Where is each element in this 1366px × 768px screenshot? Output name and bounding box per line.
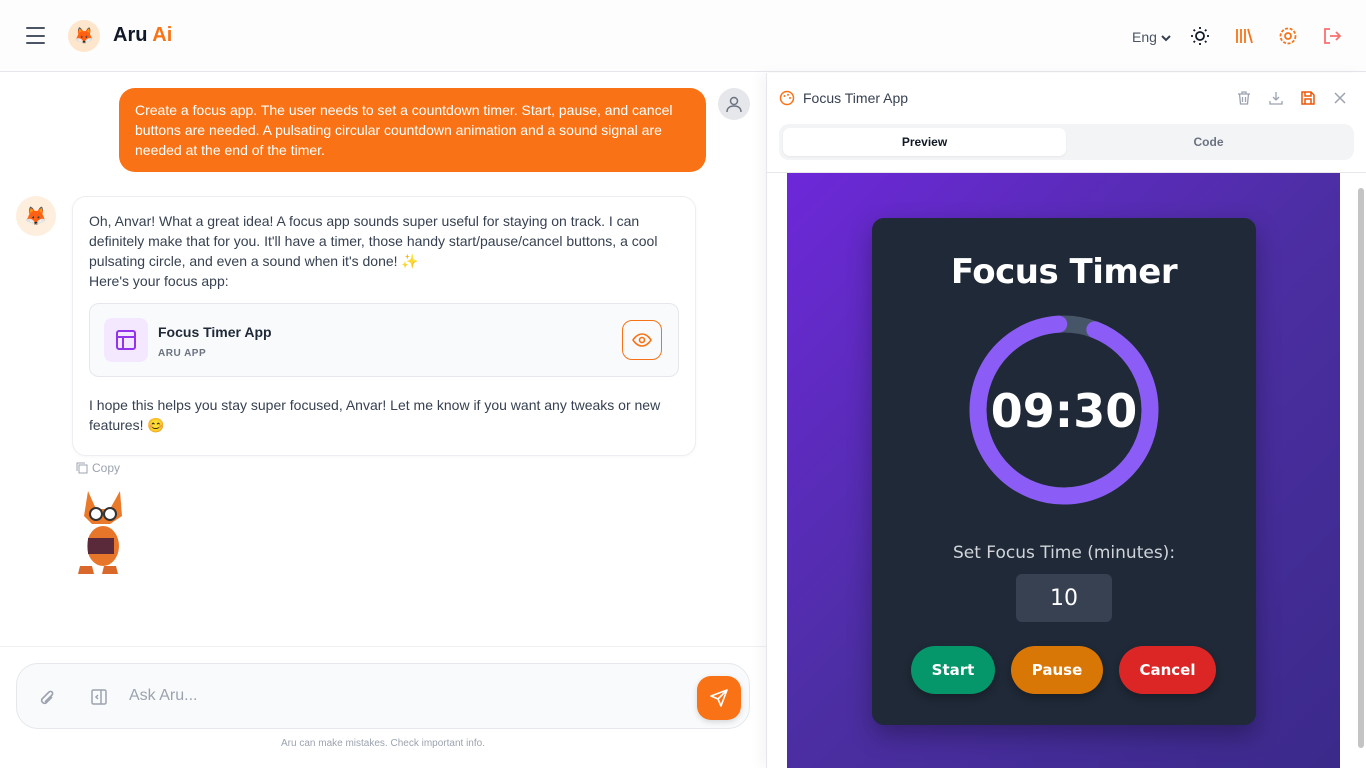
bot-message: Oh, Anvar! What a great idea! A focus ap… <box>72 196 696 456</box>
brand-name: Aru Ai <box>113 24 173 46</box>
sidebar-toggle-icon[interactable] <box>90 688 108 706</box>
bot-intro: Oh, Anvar! What a great idea! A focus ap… <box>89 213 658 269</box>
chat-input[interactable] <box>16 663 750 729</box>
ring-progress <box>969 315 1159 505</box>
user-message: Create a focus app. The user needs to se… <box>119 88 706 172</box>
paperclip-icon[interactable] <box>38 688 56 708</box>
timer-card <box>872 218 1256 725</box>
library-icon[interactable] <box>1234 26 1254 46</box>
palette-icon <box>779 90 795 106</box>
menu-icon[interactable] <box>26 27 45 44</box>
gear-icon[interactable] <box>1278 26 1298 46</box>
layout-icon <box>104 318 148 362</box>
chat-input-placeholder[interactable]: Ask Aru... <box>129 687 198 704</box>
scrollbar[interactable] <box>1358 188 1364 748</box>
disclaimer: Aru can make mistakes. Check important i… <box>281 738 485 749</box>
sun-icon[interactable] <box>1190 26 1210 46</box>
tab-code[interactable]: Code <box>1193 135 1224 149</box>
language-select[interactable]: Eng <box>1132 29 1171 45</box>
time-remaining: 09:30 <box>990 384 1138 438</box>
trash-icon[interactable] <box>1236 90 1252 106</box>
logout-icon[interactable] <box>1322 26 1342 46</box>
minutes-input[interactable]: 10 <box>1016 574 1112 622</box>
copy-icon <box>76 462 88 474</box>
cancel-button[interactable]: Cancel <box>1119 646 1216 694</box>
bot-outro: I hope this helps you stay super focused… <box>89 397 661 433</box>
pause-button[interactable]: Pause <box>1011 646 1103 694</box>
bot-avatar: 🦊 <box>16 196 56 236</box>
save-icon[interactable] <box>1300 90 1316 106</box>
fox-logo: 🦊 <box>68 20 100 52</box>
send-icon <box>710 689 728 707</box>
app-card-subtitle: ARU APP <box>158 348 207 359</box>
focus-time-label: Set Focus Time (minutes): <box>952 543 1176 563</box>
start-button[interactable]: Start <box>911 646 995 694</box>
copy-button[interactable]: Copy <box>76 461 120 475</box>
timer-title: Focus Timer <box>950 252 1178 292</box>
divider <box>0 646 766 647</box>
panel-title: Focus Timer App <box>803 90 909 106</box>
bot-lead: Here's your focus app: <box>89 273 229 289</box>
app-card[interactable]: Focus Timer App ARU APP <box>89 303 679 377</box>
download-icon[interactable] <box>1268 90 1284 106</box>
fox-mascot-icon <box>78 491 122 574</box>
panel-tabs: Preview Code <box>779 124 1354 160</box>
tab-preview[interactable]: Preview <box>783 128 1066 156</box>
eye-icon <box>632 333 652 347</box>
countdown-ring <box>969 315 1159 505</box>
send-button[interactable] <box>697 676 741 720</box>
user-avatar <box>718 88 750 120</box>
divider <box>767 172 1366 173</box>
top-bar: 🦊 Aru Ai Eng <box>0 0 1366 72</box>
preview-button[interactable] <box>622 320 662 360</box>
close-icon[interactable] <box>1332 90 1348 106</box>
app-card-title: Focus Timer App <box>158 324 272 340</box>
user-icon <box>726 96 742 113</box>
